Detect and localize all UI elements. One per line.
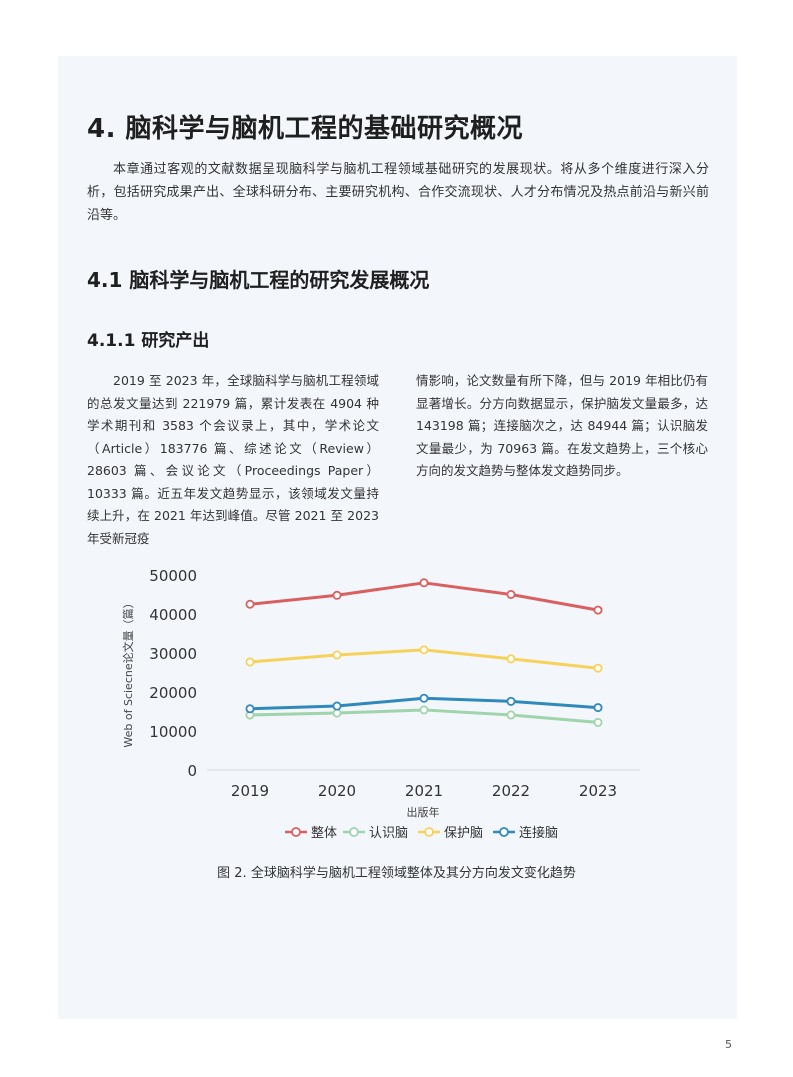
body-paragraph-left: 2019 至 2023 年，全球脑科学与脑机工程领域的总发文量达到 221979… (87, 373, 379, 546)
x-tick-label: 2020 (318, 782, 356, 800)
data-point (245, 657, 255, 667)
x-tick-label: 2019 (231, 782, 269, 800)
data-point (593, 663, 603, 673)
data-point (419, 693, 429, 703)
y-axis-title: Web of Sciecne论文量（篇） (121, 597, 135, 747)
x-tick-label: 2021 (405, 782, 443, 800)
figure-caption: 图 2. 全球脑科学与脑机工程领域整体及其分方向发文变化趋势 (217, 866, 576, 881)
data-point (419, 578, 429, 588)
data-point (245, 599, 255, 609)
body-paragraph-right: 情影响，论文数量有所下降，但与 2019 年相比仍有显著增长。分方向数据显示，保… (416, 373, 708, 478)
y-tick-label: 30000 (149, 645, 197, 663)
data-point (506, 710, 516, 720)
data-point (506, 654, 516, 664)
data-point (593, 717, 603, 727)
legend-marker (424, 827, 434, 837)
data-point (419, 705, 429, 715)
legend-label: 认识脑 (369, 826, 408, 841)
y-tick-label: 20000 (149, 684, 197, 702)
legend-marker (291, 827, 301, 837)
x-axis-title: 出版年 (407, 805, 440, 819)
page-panel (58, 56, 737, 1019)
section-heading: 4.1 脑科学与脑机工程的研究发展概况 (87, 268, 430, 292)
data-point (332, 701, 342, 711)
subsection-heading: 4.1.1 研究产出 (87, 331, 210, 351)
data-point (506, 590, 516, 600)
data-point (332, 650, 342, 660)
data-point (245, 704, 255, 714)
x-tick-label: 2023 (579, 782, 617, 800)
data-point (419, 645, 429, 655)
chapter-heading: 4. 脑科学与脑机工程的基础研究概况 (87, 114, 524, 144)
legend-marker (349, 827, 359, 837)
legend-label: 保护脑 (444, 826, 483, 841)
page-number: 5 (725, 1038, 732, 1051)
legend-label: 连接脑 (519, 825, 558, 841)
data-point (593, 703, 603, 713)
y-tick-label: 40000 (149, 606, 197, 624)
y-tick-label: 50000 (149, 567, 197, 585)
legend-marker (499, 827, 509, 837)
y-tick-label: 10000 (149, 723, 197, 741)
intro-paragraph: 本章通过客观的文献数据呈现脑科学与脑机工程领域基础研究的发展现状。将从多个维度进… (87, 162, 709, 223)
data-point (332, 590, 342, 600)
y-tick-label: 0 (187, 762, 197, 780)
legend-label: 整体 (311, 826, 337, 841)
publication-trend-chart: 0 10000 20000 30000 40000 50000 2019 2020 2021 20… (121, 567, 640, 841)
x-tick-label: 2022 (492, 782, 530, 800)
data-point (593, 605, 603, 615)
data-point (506, 696, 516, 706)
